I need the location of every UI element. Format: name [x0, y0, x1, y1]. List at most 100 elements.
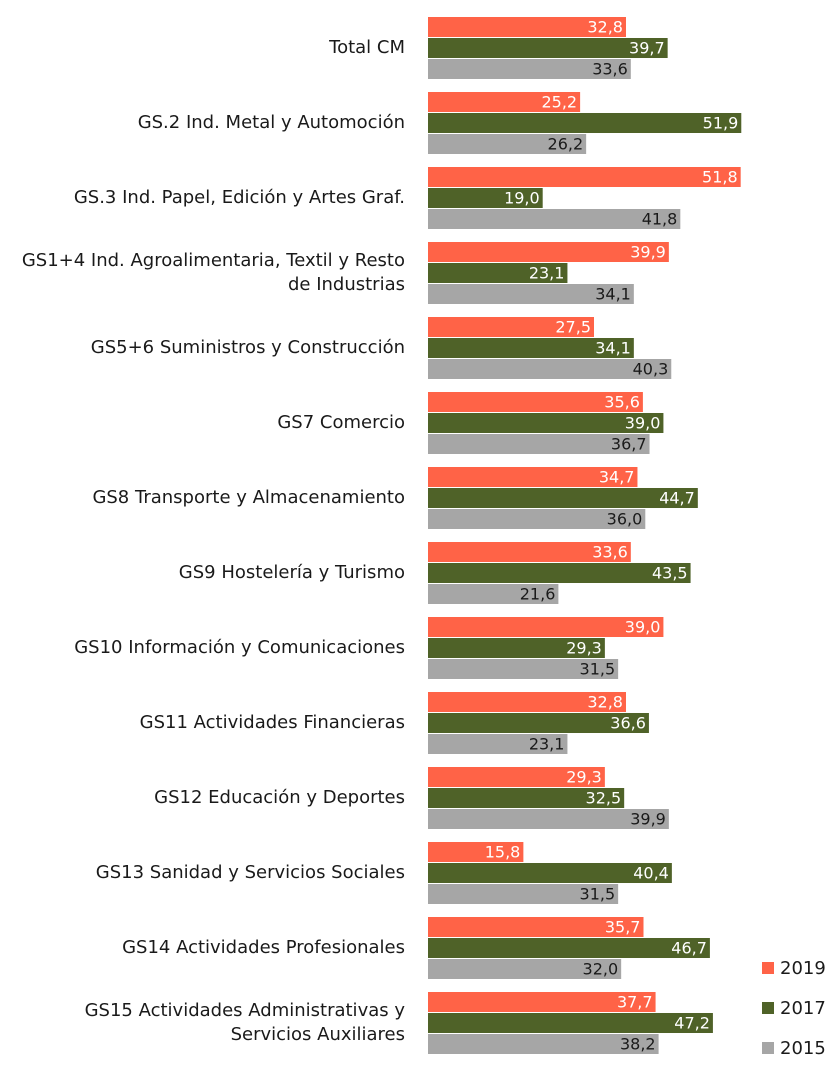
value-label: 51,8	[702, 168, 738, 187]
bar	[428, 488, 698, 508]
value-label: 32,0	[583, 960, 619, 979]
bar	[428, 617, 664, 637]
value-label: 33,6	[592, 60, 628, 79]
category-label: GS13 Sanidad y Servicios Sociales	[95, 862, 405, 883]
bar	[428, 692, 626, 712]
bar	[428, 17, 626, 37]
value-label: 39,9	[630, 810, 666, 829]
bar	[428, 563, 691, 583]
value-label: 36,6	[610, 714, 646, 733]
value-label: 32,8	[587, 18, 623, 37]
category-label: GS7 Comercio	[277, 412, 405, 433]
value-label: 35,6	[604, 393, 640, 412]
value-label: 23,1	[529, 264, 565, 283]
bar	[428, 884, 619, 904]
bar	[428, 134, 587, 154]
value-label: 27,5	[555, 318, 591, 337]
legend-label: 2015	[780, 1038, 826, 1059]
category-label: GS10 Información y Comunicaciones	[74, 637, 405, 658]
bar	[428, 413, 664, 433]
legend-label: 2017	[780, 998, 826, 1019]
value-label: 39,0	[625, 414, 661, 433]
category-label: GS8 Transporte y Almacenamiento	[92, 487, 405, 508]
bar	[428, 38, 668, 58]
bar	[428, 284, 634, 304]
value-label: 40,3	[633, 360, 669, 379]
value-label: 33,6	[592, 543, 628, 562]
value-label: 36,0	[607, 510, 643, 529]
bar	[428, 659, 619, 679]
value-label: 31,5	[580, 885, 616, 904]
bar	[428, 542, 631, 562]
value-label: 23,1	[529, 735, 565, 754]
category-label: GS15 Actividades Administrativas y Servi…	[84, 1000, 405, 1045]
bar	[428, 809, 669, 829]
bar	[428, 734, 568, 754]
legend-swatch	[762, 962, 774, 974]
bar	[428, 863, 672, 883]
value-label: 34,1	[595, 339, 631, 358]
value-label: 41,8	[642, 210, 678, 229]
value-label: 39,7	[629, 39, 665, 58]
bar	[428, 392, 643, 412]
legend-swatch	[762, 1002, 774, 1014]
bar	[428, 713, 649, 733]
value-label: 29,3	[566, 639, 602, 658]
category-label: GS14 Actividades Profesionales	[122, 937, 405, 958]
category-label: GS.2 Ind. Metal y Automoción	[137, 112, 405, 133]
value-label: 35,7	[605, 918, 641, 937]
bar	[428, 584, 559, 604]
value-label: 34,1	[595, 285, 631, 304]
value-label: 43,5	[652, 564, 688, 583]
value-label: 32,5	[586, 789, 622, 808]
bar	[428, 317, 594, 337]
value-label: 15,8	[485, 843, 521, 862]
legend-swatch	[762, 1042, 774, 1054]
bar	[428, 467, 638, 487]
bar	[428, 92, 581, 112]
bar	[428, 938, 710, 958]
bar	[428, 188, 543, 208]
legend-label: 2019	[780, 958, 826, 979]
bar	[428, 509, 646, 529]
bar	[428, 767, 605, 787]
value-label: 44,7	[659, 489, 695, 508]
value-label: 34,7	[599, 468, 635, 487]
value-label: 46,7	[671, 939, 707, 958]
value-label: 21,6	[520, 585, 556, 604]
value-label: 29,3	[566, 768, 602, 787]
value-label: 51,9	[703, 114, 739, 133]
bar	[428, 59, 631, 79]
value-label: 36,7	[611, 435, 647, 454]
category-label: GS5+6 Suministros y Construcción	[90, 337, 405, 358]
value-label: 37,7	[617, 993, 653, 1012]
value-label: 39,0	[625, 618, 661, 637]
bar	[428, 242, 669, 262]
value-label: 32,8	[587, 693, 623, 712]
bar	[428, 1034, 659, 1054]
bar	[428, 638, 605, 658]
value-label: 38,2	[620, 1035, 656, 1054]
value-label: 39,9	[630, 243, 666, 262]
value-label: 25,2	[541, 93, 577, 112]
category-label: GS9 Hostelería y Turismo	[178, 562, 405, 583]
category-label: Total CM	[329, 37, 405, 58]
value-label: 26,2	[548, 135, 584, 154]
category-label: GS1+4 Ind. Agroalimentaria, Textil y Res…	[21, 250, 405, 295]
bar	[428, 338, 634, 358]
bar	[428, 992, 656, 1012]
bar	[428, 434, 650, 454]
bar	[428, 842, 524, 862]
value-label: 31,5	[580, 660, 616, 679]
bar	[428, 359, 672, 379]
bar	[428, 788, 625, 808]
value-label: 40,4	[633, 864, 669, 883]
bar	[428, 917, 644, 937]
category-label: GS11 Actividades Financieras	[139, 712, 405, 733]
bar	[428, 113, 742, 133]
bar	[428, 959, 622, 979]
category-label: GS.3 Ind. Papel, Edición y Artes Graf.	[73, 187, 405, 208]
bar	[428, 263, 568, 283]
